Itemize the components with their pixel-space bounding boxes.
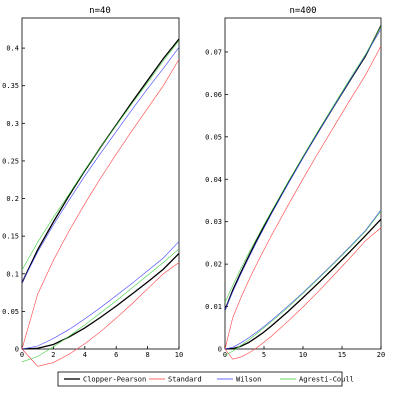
- y-tick-label: 0.1: [6, 270, 19, 278]
- y-tick-label: 0: [15, 346, 19, 354]
- y-tick-label: 0.07: [205, 48, 222, 56]
- panel-n400: n=400 0 0.01 0.02 0.03 0.04 0.05 0.06 0.07 0 5 10…: [205, 6, 385, 360]
- x-tick-label: 0: [223, 351, 227, 359]
- y-tick-label: 0.02: [205, 261, 222, 269]
- y-tick-label: 0.05: [205, 133, 222, 141]
- series-standard-lower-upper-line: [224, 227, 382, 360]
- series-agresti-coull-upper-line: [224, 26, 382, 303]
- y-tick-label: 0.15: [2, 233, 19, 241]
- x-tick-label: 20: [377, 351, 385, 359]
- series-lines-n40: [21, 38, 180, 367]
- legend-label: Agresti-Coull: [299, 376, 354, 384]
- y-tick-label: 0.2: [6, 195, 19, 203]
- series-clopper-pearson-lower-line: [21, 253, 180, 350]
- legend-box: [57, 371, 343, 387]
- x-tick-label: 4: [83, 351, 87, 359]
- legend-label: Wilson: [236, 376, 261, 384]
- legend: Clopper-Pearson Standard Wilson Agresti-Cou…: [57, 371, 354, 387]
- y-tick-label: 0.06: [205, 91, 222, 99]
- legend-label: Clopper-Pearson: [83, 376, 146, 384]
- y-tick-label: 0: [218, 346, 222, 354]
- series-clopper-pearson-lower-line: [224, 218, 382, 350]
- series-standard-upper-line: [224, 45, 382, 350]
- series-agresti-coull-lower-line: [224, 210, 382, 356]
- legend-items: Clopper-Pearson Standard Wilson Agresti-Cou…: [64, 376, 354, 384]
- y-axis-ticks-n400: 0 0.01 0.02 0.03 0.04 0.05 0.06 0.07: [205, 48, 228, 354]
- y-tick-label: 0.03: [205, 218, 222, 226]
- x-tick-label: 8: [145, 351, 149, 359]
- x-tick-label: 2: [51, 351, 55, 359]
- y-tick-label: 0.4: [6, 45, 19, 53]
- y-tick-label: 0.01: [205, 303, 222, 311]
- panel-title-n400: n=400: [289, 6, 316, 16]
- series-standard-lower-line: [21, 262, 180, 367]
- x-tick-label: 15: [338, 351, 346, 359]
- x-axis-ticks-n400: 0 5 10 15 20: [223, 346, 385, 359]
- series-agresti-coull-lower-line: [21, 248, 180, 363]
- x-tick-label: 0: [20, 351, 24, 359]
- series-wilson-upper-line: [224, 28, 382, 311]
- series-wilson-upper-line: [21, 47, 180, 283]
- x-tick-label: 10: [175, 351, 183, 359]
- y-tick-label: 0.05: [2, 308, 19, 316]
- x-tick-label: 5: [262, 351, 266, 359]
- y-axis-ticks-n40: 0 0.05 0.1 0.15 0.2 0.25 0.3 0.35 0.4: [2, 45, 25, 354]
- plot-frame-n40: [21, 17, 180, 350]
- series-lines-n400: [224, 25, 382, 360]
- series-wilson-lower-line: [224, 209, 382, 350]
- legend-label: Standard: [168, 376, 202, 384]
- x-tick-label: 6: [114, 351, 118, 359]
- series-standard-upper-line: [21, 59, 180, 350]
- y-tick-label: 0.35: [2, 82, 19, 90]
- y-tick-label: 0.04: [205, 176, 222, 184]
- series-wilson-lower-line: [21, 241, 180, 350]
- panel-n40: n=40 0 0.05 0.1 0.15 0.2 0.25 0.3 0.35 0.4 0 2 4 6 8…: [2, 6, 183, 367]
- y-tick-label: 0.25: [2, 157, 19, 165]
- series-agresti-coull-upper-line: [21, 40, 180, 271]
- panel-title-n40: n=40: [89, 6, 111, 16]
- y-tick-label: 0.3: [6, 120, 19, 128]
- x-tick-label: 10: [299, 351, 307, 359]
